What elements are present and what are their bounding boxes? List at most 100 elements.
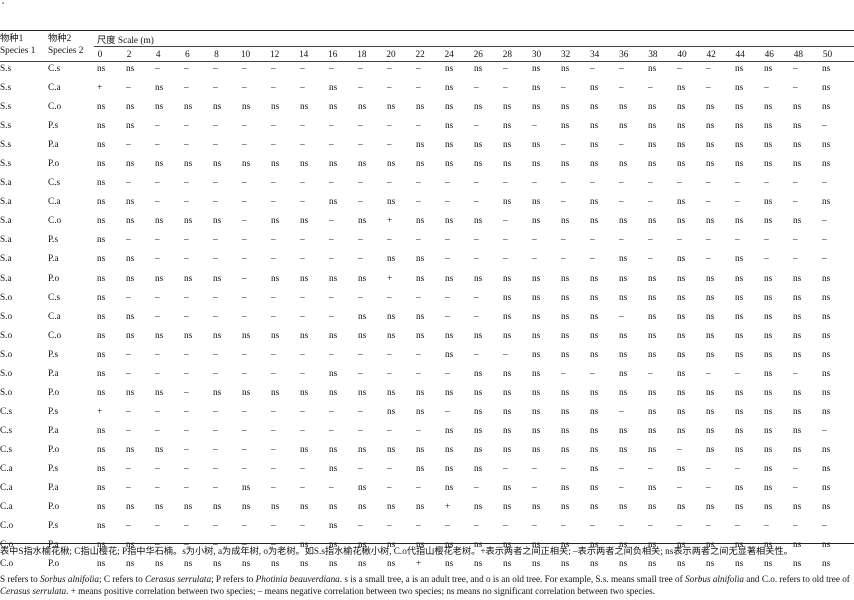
correlation-cell: –: [213, 483, 218, 494]
correlation-cell: –: [242, 235, 247, 246]
correlation-cell: –: [474, 292, 479, 303]
correlation-cell: –: [329, 216, 334, 227]
correlation-cell: ns: [822, 311, 831, 322]
correlation-cell: ns: [561, 406, 570, 417]
correlation-cell: –: [561, 368, 566, 379]
scale-value: 30: [531, 50, 542, 60]
correlation-cell: –: [184, 197, 189, 208]
correlation-cell: ns: [648, 140, 657, 151]
correlation-cell: ns: [474, 502, 483, 513]
correlation-cell: –: [271, 540, 276, 551]
fn-text: ; P refers to: [211, 574, 256, 584]
correlation-cell: ns: [387, 330, 396, 341]
correlation-cell: –: [590, 235, 595, 246]
correlation-cell: –: [184, 444, 189, 455]
correlation-cell: –: [271, 121, 276, 132]
fn-text: S refers to: [0, 574, 41, 584]
correlation-cell: –: [213, 64, 218, 74]
correlation-cell: ns: [764, 197, 773, 208]
correlation-cell: ns: [503, 559, 512, 570]
correlation-cell: ns: [329, 368, 338, 379]
correlation-cell: ns: [329, 463, 338, 474]
correlation-cell: ns: [619, 425, 628, 436]
correlation-cell: –: [416, 368, 421, 379]
correlation-cell: ns: [358, 483, 367, 494]
correlation-cell: –: [126, 83, 131, 94]
correlation-cell: ns: [619, 159, 628, 170]
correlation-cell: –: [271, 463, 276, 474]
correlation-cell: +: [387, 273, 393, 284]
scale-value: 22: [415, 50, 425, 60]
correlation-cell: +: [445, 502, 451, 513]
correlation-cell: –: [706, 64, 711, 74]
correlation-cell: ns: [822, 406, 831, 417]
correlation-cell: –: [822, 254, 827, 265]
correlation-cell: –: [474, 197, 479, 208]
correlation-cell: –: [126, 235, 131, 246]
correlation-cell: –: [242, 178, 247, 189]
correlation-cell: ns: [706, 559, 715, 570]
correlation-cell: –: [329, 178, 334, 189]
table-row: S.a P.a ns ns – – – – – – – – ns ns – – – – – – ns – ns – ns – – –: [0, 253, 851, 272]
correlation-cell: –: [648, 178, 653, 189]
correlation-cell: ns: [445, 64, 454, 74]
correlation-cell: ns: [735, 121, 744, 132]
correlation-cell: –: [271, 197, 276, 208]
correlation-cell: ns: [358, 273, 367, 284]
correlation-cell: ns: [329, 102, 338, 113]
correlation-cell: –: [358, 83, 363, 94]
correlation-cell: –: [532, 463, 537, 474]
correlation-cell: ns: [822, 330, 831, 341]
correlation-cell: –: [213, 444, 218, 455]
correlation-cell: ns: [735, 559, 744, 570]
correlation-cell: ns: [126, 387, 135, 398]
table-row: C.a P.s ns – – – – – – – ns – – ns ns ns – – – ns – – ns – – ns – n…: [0, 463, 851, 482]
correlation-cell: ns: [97, 425, 106, 436]
correlation-cell: ns: [532, 273, 541, 284]
correlation-cell: –: [677, 64, 682, 74]
correlation-cell: –: [416, 235, 421, 246]
correlation-cell: ns: [503, 197, 512, 208]
fn-text: . + means positive correlation between t…: [66, 585, 656, 596]
correlation-cell: –: [706, 178, 711, 189]
correlation-cell: ns: [648, 273, 657, 284]
correlation-cell: –: [416, 178, 421, 189]
correlation-cell: ns: [184, 102, 193, 113]
correlation-cell: ns: [416, 387, 425, 398]
correlation-cell: –: [706, 254, 711, 265]
correlation-cell: ns: [648, 502, 657, 513]
correlation-cell: ns: [474, 540, 483, 551]
correlation-cell: –: [213, 83, 218, 94]
correlation-cell: ns: [764, 368, 773, 379]
correlation-cell: ns: [97, 463, 106, 474]
correlation-cell: ns: [677, 159, 686, 170]
correlation-cell: ns: [503, 159, 512, 170]
species1-cell: S.a: [0, 273, 12, 284]
correlation-cell: –: [822, 216, 827, 227]
table-row: C.s P.s + – – – – – – – – – ns ns – ns ns ns ns ns – ns ns ns ns…: [0, 406, 851, 425]
correlation-cell: ns: [387, 444, 396, 455]
correlation-cell: ns: [532, 83, 541, 94]
correlation-cell: –: [155, 463, 160, 474]
correlation-cell: ns: [764, 444, 773, 455]
correlation-cell: –: [561, 197, 566, 208]
correlation-cell: –: [242, 425, 247, 436]
correlation-cell: –: [619, 178, 624, 189]
correlation-cell: ns: [764, 502, 773, 513]
correlation-cell: –: [155, 254, 160, 265]
correlation-cell: ns: [445, 102, 454, 113]
correlation-cell: –: [271, 254, 276, 265]
correlation-cell: –: [329, 406, 334, 417]
correlation-cell: ns: [329, 387, 338, 398]
correlation-cell: –: [764, 178, 769, 189]
correlation-cell: ns: [590, 159, 599, 170]
species2-cell: C.o: [48, 216, 62, 227]
correlation-cell: –: [474, 235, 479, 246]
correlation-cell: ns: [213, 102, 222, 113]
scale-value: 8: [214, 50, 219, 60]
correlation-cell: ns: [561, 349, 570, 360]
correlation-cell: ns: [387, 159, 396, 170]
correlation-cell: ns: [735, 102, 744, 113]
correlation-cell: –: [561, 463, 566, 474]
species2-cell: C.a: [48, 83, 61, 94]
